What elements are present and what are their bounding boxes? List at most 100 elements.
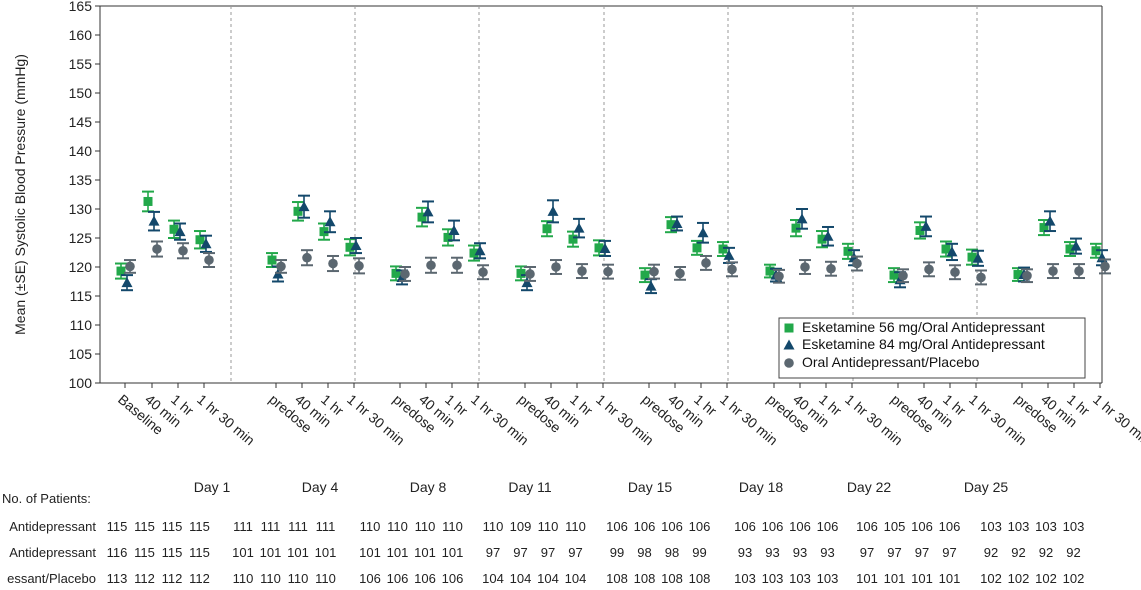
circle-marker: [826, 263, 836, 274]
patient-count: 109: [510, 519, 532, 534]
patients-row-label: Antidepressant: [9, 519, 96, 534]
patient-count: 106: [359, 571, 381, 586]
triangle-marker: [521, 277, 533, 288]
patient-count: 101: [287, 545, 309, 560]
circle-marker: [328, 258, 338, 269]
triangle-marker: [324, 216, 336, 227]
patient-count: 93: [765, 545, 779, 560]
triangle-marker: [920, 220, 932, 231]
patient-count: 93: [793, 545, 807, 560]
patient-count: 92: [1039, 545, 1053, 560]
circle-marker: [1022, 270, 1032, 281]
data-point: [567, 230, 579, 248]
y-tick-label: 115: [70, 288, 93, 304]
patient-count: 102: [1008, 571, 1030, 586]
data-point: [324, 210, 336, 234]
circle-marker: [603, 266, 613, 277]
square-marker: [169, 224, 179, 234]
circle-marker: [525, 269, 535, 279]
patient-count: 111: [233, 519, 253, 534]
day-label: Day 1: [194, 479, 231, 495]
patient-count: 101: [911, 571, 933, 586]
data-point: [115, 262, 127, 280]
y-tick-label: 110: [70, 317, 93, 333]
patient-count: 97: [486, 545, 500, 560]
data-point: [148, 210, 160, 232]
square-marker: [267, 255, 277, 265]
patient-count: 98: [637, 545, 651, 560]
data-point: [1047, 263, 1059, 280]
square-marker: [817, 234, 827, 244]
patient-count: 101: [884, 571, 906, 586]
patient-count: 111: [288, 519, 308, 534]
data-point: [966, 248, 978, 266]
y-tick-label: 155: [69, 56, 93, 72]
circle-marker: [204, 255, 214, 265]
data-point: [399, 266, 411, 282]
patient-count: 110: [288, 571, 309, 586]
day-label: Day 8: [410, 479, 447, 495]
circle-marker: [852, 258, 862, 269]
data-point: [448, 219, 460, 242]
patient-count: 101: [442, 545, 464, 560]
square-marker: [469, 248, 479, 258]
data-point: [1070, 237, 1082, 255]
data-point: [550, 259, 562, 275]
patient-count: 105: [884, 519, 906, 534]
x-tick-label: 1 hr 30 min: [1090, 391, 1141, 448]
patient-count: 106: [911, 519, 933, 534]
circle-marker: [178, 245, 188, 256]
data-point: [674, 266, 686, 281]
square-marker: [1065, 244, 1075, 254]
triangle-marker: [599, 242, 611, 253]
circle-marker: [727, 264, 737, 275]
patient-count: 112: [162, 571, 183, 586]
patient-count: 111: [316, 519, 336, 534]
data-point: [174, 222, 186, 241]
patient-count: 115: [189, 545, 210, 560]
patient-count: 110: [260, 571, 281, 586]
patient-count: 106: [634, 519, 656, 534]
triangle-marker: [671, 218, 683, 228]
circle-marker: [152, 244, 162, 254]
patient-count: 97: [568, 545, 582, 560]
data-point: [576, 263, 588, 280]
patient-count: 116: [107, 545, 128, 560]
y-tick-label: 130: [69, 201, 93, 217]
day-label: Day 11: [508, 479, 552, 495]
patient-count: 102: [1063, 571, 1085, 586]
patient-count: 98: [665, 545, 679, 560]
square-marker: [666, 220, 676, 230]
circle-marker: [675, 268, 685, 279]
data-point: [671, 215, 683, 232]
square-marker: [843, 246, 853, 256]
triangle-marker: [121, 277, 133, 288]
data-point: [602, 263, 614, 280]
patient-count: 101: [387, 545, 409, 560]
data-point: [298, 194, 310, 219]
data-point: [142, 190, 154, 213]
y-tick-label: 105: [69, 346, 93, 362]
patient-count: 106: [414, 571, 436, 586]
triangle-marker: [972, 252, 984, 263]
patient-count: 102: [1035, 571, 1057, 586]
data-point: [350, 237, 362, 255]
legend-box: [778, 317, 1086, 379]
day-label: Day 4: [302, 479, 339, 495]
patient-count: 103: [1008, 519, 1030, 534]
data-point: [773, 268, 785, 284]
data-point: [1073, 263, 1085, 280]
circle-marker: [452, 260, 462, 271]
square-marker: [116, 266, 126, 276]
data-point: [275, 259, 287, 274]
circle-marker: [701, 258, 711, 268]
patient-count: 108: [661, 571, 683, 586]
patient-count: 106: [856, 519, 878, 534]
patient-count: 106: [762, 519, 784, 534]
patient-count: 110: [315, 571, 336, 586]
patient-count: 110: [415, 519, 436, 534]
y-tick-label: 125: [69, 230, 93, 246]
data-point: [796, 208, 808, 230]
patient-count: 97: [887, 545, 901, 560]
